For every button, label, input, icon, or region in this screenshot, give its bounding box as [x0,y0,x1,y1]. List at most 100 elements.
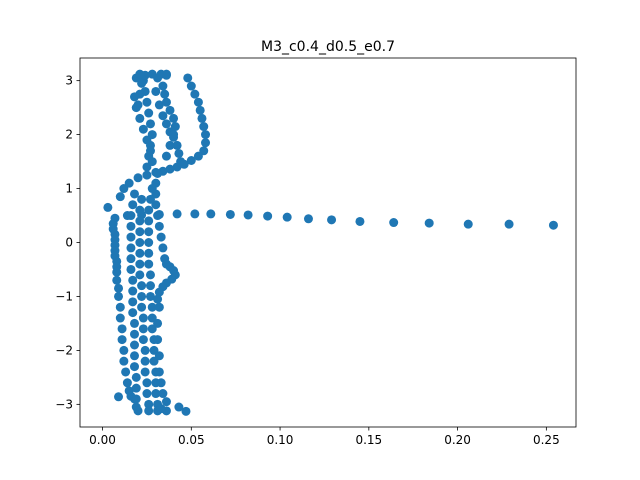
data-point [186,156,196,165]
data-point [130,329,139,339]
data-point [161,97,171,107]
data-point [142,97,152,107]
data-point [156,378,166,388]
data-point [137,291,147,301]
data-point [199,122,209,132]
data-point [161,397,171,407]
data-point [165,140,175,150]
y-tick-label: −2 [55,343,73,357]
data-point [161,119,171,129]
data-point [137,281,147,291]
data-point [135,248,145,258]
data-point [135,113,145,123]
data-point [144,259,154,269]
data-point [144,227,154,237]
data-point [145,281,155,291]
data-point [133,173,143,183]
y-tick-label: −1 [55,289,73,303]
data-point [103,202,113,212]
data-point [165,164,175,174]
x-tick-label: 0.10 [267,433,294,447]
data-point [131,394,141,404]
data-point [142,378,152,388]
data-point [153,168,163,178]
data-point [142,135,152,145]
data-point [117,335,127,345]
data-point [135,238,145,247]
data-point [161,151,171,161]
x-tick-label: 0.15 [355,433,382,447]
data-point [225,209,235,219]
data-point [153,318,163,328]
data-point [201,138,211,148]
data-point [114,291,124,301]
data-points [103,69,558,416]
data-point [130,92,139,102]
data-point [135,270,145,280]
data-point [135,216,145,226]
data-point [154,302,164,312]
data-point [130,340,139,350]
data-point [154,100,164,110]
data-point [243,210,253,220]
data-point [131,372,141,382]
data-point [126,243,136,253]
data-point [147,157,157,167]
y-tick-label: 3 [65,74,73,88]
data-point [156,404,166,414]
data-point [122,378,132,388]
data-point [206,209,216,219]
data-point [144,108,154,118]
data-point [130,318,139,328]
data-point [137,302,147,312]
data-point [186,81,196,91]
data-point [144,205,154,215]
data-point [147,302,157,312]
x-tick-label: 0.25 [533,433,560,447]
data-point [263,211,273,221]
data-point [154,287,164,297]
data-point [153,294,163,304]
data-point [144,406,154,416]
data-point [282,212,292,222]
data-point [140,345,150,355]
data-point [135,69,145,79]
data-point [151,86,161,96]
data-point [112,267,122,277]
data-point [174,148,184,158]
data-point [130,189,139,199]
data-point [303,214,313,224]
data-point [172,162,182,172]
data-point [128,200,138,210]
data-point [114,392,124,402]
data-point [201,130,211,140]
data-point [389,218,399,228]
data-point [130,362,139,372]
axes: 0.00 0.05 0.10 0.15 0.20 0.25 −3 −2 −1 0 1 2 3 [55,57,577,447]
data-point [181,406,191,416]
data-point [138,335,148,345]
data-point [548,220,558,230]
data-point [126,254,136,264]
data-point [133,406,143,416]
data-point [174,402,184,412]
data-point [144,238,154,247]
data-point [158,389,168,399]
data-point [153,335,163,345]
data-point [145,270,155,280]
y-tick-label: 0 [65,236,73,250]
data-point [140,356,150,366]
y-tick-label: −3 [55,397,73,411]
data-point [169,113,179,123]
data-point [140,367,150,377]
data-point [463,219,473,229]
data-point [119,356,129,366]
data-point [161,69,171,79]
data-point [160,89,170,99]
data-point [145,146,155,156]
data-point [138,124,148,134]
data-point [126,264,136,274]
data-point [145,119,155,129]
data-point [131,103,141,113]
